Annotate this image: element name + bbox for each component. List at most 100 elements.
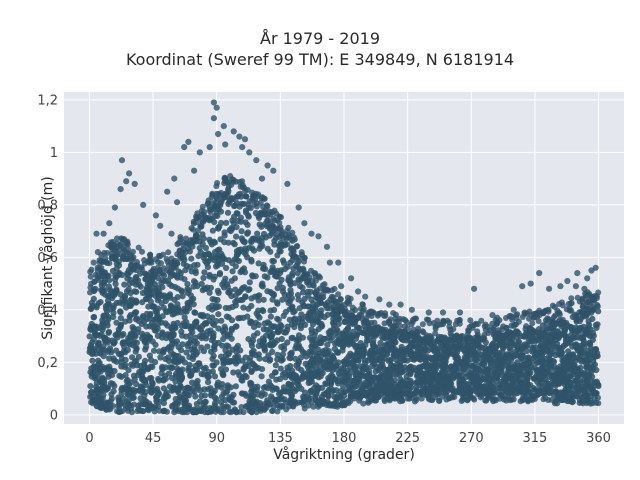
data-point: [297, 325, 304, 332]
data-point: [178, 251, 185, 258]
data-point: [362, 379, 369, 386]
data-point: [508, 380, 516, 387]
data-point: [148, 386, 155, 393]
data-point: [133, 339, 140, 346]
data-point: [215, 130, 222, 138]
data-point: [295, 364, 302, 371]
data-point: [199, 329, 206, 337]
data-point: [390, 346, 397, 353]
data-point: [93, 230, 100, 237]
data-point: [101, 347, 108, 354]
data-point: [123, 378, 130, 385]
data-point: [414, 350, 422, 357]
data-point: [113, 347, 120, 354]
data-point: [118, 240, 125, 247]
data-point: [102, 386, 110, 393]
data-point: [413, 333, 420, 340]
data-point: [236, 372, 243, 379]
data-point: [299, 284, 306, 291]
data-point: [191, 319, 199, 326]
data-point: [347, 350, 354, 357]
data-point: [238, 228, 245, 235]
data-point: [152, 212, 159, 219]
data-point: [432, 330, 439, 337]
data-point: [308, 326, 315, 333]
data-point: [549, 329, 556, 337]
data-point: [90, 259, 97, 266]
data-point: [591, 395, 598, 402]
data-point: [171, 283, 179, 291]
data-point: [317, 310, 324, 317]
data-point: [270, 292, 277, 299]
data-point: [335, 259, 342, 266]
data-point: [384, 395, 391, 402]
data-point: [301, 405, 308, 412]
data-point: [128, 409, 135, 416]
data-point: [172, 257, 178, 264]
data-point: [425, 316, 432, 323]
data-point: [100, 230, 107, 237]
data-point: [200, 274, 207, 282]
data-point: [501, 336, 508, 343]
data-point: [123, 304, 130, 311]
data-point: [240, 304, 247, 311]
data-point: [136, 281, 143, 288]
data-point: [218, 317, 225, 324]
data-point: [168, 365, 175, 372]
data-point: [456, 316, 463, 323]
data-point: [191, 346, 198, 353]
data-point: [277, 389, 284, 396]
data-point: [536, 334, 543, 341]
data-point: [240, 409, 247, 416]
data-point: [157, 222, 164, 229]
data-point: [147, 269, 154, 276]
data-point: [553, 344, 560, 351]
data-point: [276, 213, 283, 220]
data-point: [105, 301, 113, 308]
data-point: [273, 385, 280, 392]
data-point: [585, 351, 592, 358]
data-point: [277, 241, 284, 249]
data-point: [245, 204, 252, 211]
data-point: [331, 306, 338, 313]
data-point: [519, 344, 526, 351]
data-point: [118, 390, 125, 397]
data-point: [320, 335, 327, 342]
data-point: [341, 372, 348, 379]
data-point: [340, 383, 347, 390]
data-point: [179, 341, 186, 348]
data-point: [146, 352, 153, 359]
data-point: [595, 400, 602, 407]
data-point: [230, 177, 237, 183]
data-point: [103, 406, 110, 413]
data-point: [234, 210, 241, 217]
data-point: [267, 248, 274, 255]
data-point: [366, 351, 373, 358]
data-point: [91, 327, 98, 334]
data-point: [392, 311, 399, 318]
data-point: [259, 234, 266, 241]
data-point: [308, 267, 315, 274]
data-point: [213, 263, 220, 270]
data-point: [121, 292, 129, 300]
data-point: [547, 363, 554, 370]
data-point: [564, 368, 571, 375]
data-point: [510, 396, 517, 403]
data-point: [556, 309, 563, 316]
data-point: [360, 365, 367, 372]
data-point: [503, 388, 510, 395]
data-point: [205, 200, 212, 207]
data-point: [128, 257, 135, 264]
x-axis-ticks: 0 45 90 135 180 225 270 315 360: [85, 431, 611, 446]
data-point: [268, 268, 275, 275]
data-point: [579, 296, 586, 303]
data-point: [292, 253, 299, 260]
data-point: [590, 357, 597, 365]
data-point: [131, 401, 138, 408]
data-point: [207, 327, 214, 334]
data-point: [156, 288, 163, 295]
data-point: [542, 395, 549, 402]
data-point: [225, 239, 232, 246]
data-point: [324, 341, 331, 348]
data-point: [531, 314, 538, 321]
